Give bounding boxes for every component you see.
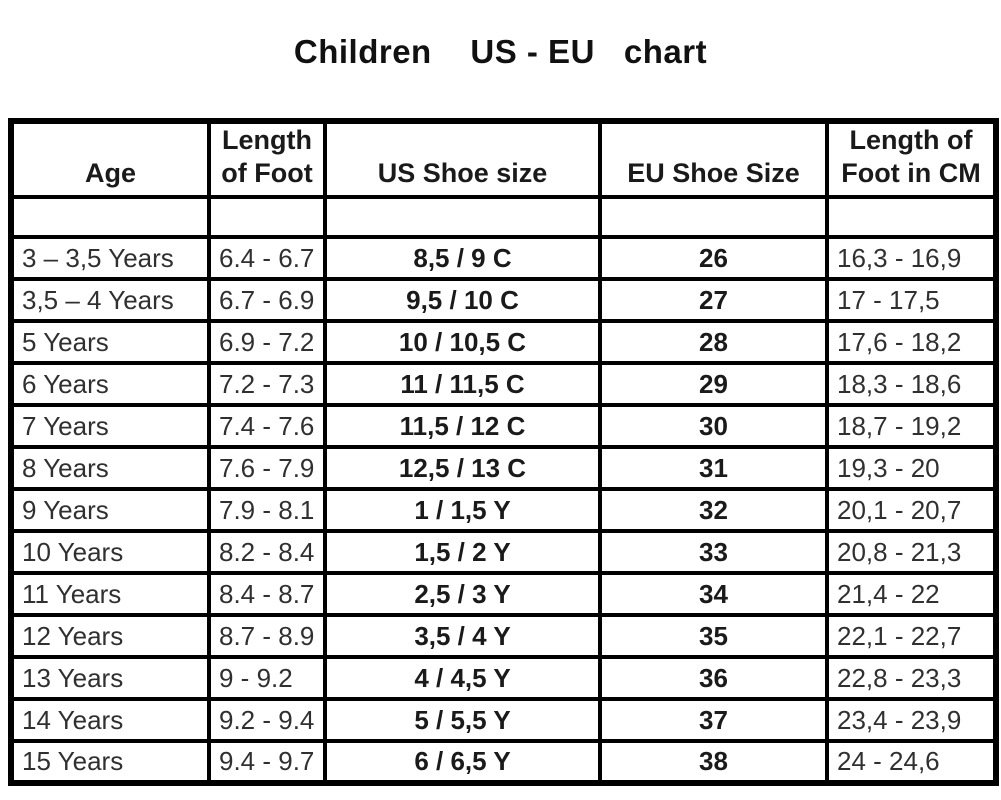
cell-foot-length: 9.4 - 9.7: [207, 739, 327, 785]
cell-eu-size: 37: [598, 697, 829, 743]
cell-us-size: 11,5 / 12 C: [323, 403, 602, 449]
cell-age: 5 Years: [9, 319, 211, 365]
header-us-size: US Shoe size: [323, 119, 602, 199]
cell-age: 13 Years: [9, 655, 211, 701]
cell-foot-length: 6.7 - 6.9: [207, 277, 327, 323]
cell-age: 14 Years: [9, 697, 211, 743]
table-row: 10 Years 8.2 - 8.4 1,5 / 2 Y 33 20,8 - 2…: [9, 529, 998, 575]
cell-eu-size: 34: [598, 571, 829, 617]
table-row: 3 – 3,5 Years 6.4 - 6.7 8,5 / 9 C 26 16,…: [9, 235, 998, 281]
cell-eu-size: 32: [598, 487, 829, 533]
table-row: 7 Years 7.4 - 7.6 11,5 / 12 C 30 18,7 - …: [9, 403, 998, 449]
cell-eu-size: 35: [598, 613, 829, 659]
cell-cm-length: 16,3 - 16,9: [825, 235, 998, 281]
cell-us-size: 9,5 / 10 C: [323, 277, 602, 323]
cell-cm-length: 20,8 - 21,3: [825, 529, 998, 575]
cell-eu-size: 26: [598, 235, 829, 281]
page-title: Children US - EU chart: [293, 33, 708, 70]
table-row: 5 Years 6.9 - 7.2 10 / 10,5 C 28 17,6 - …: [9, 319, 998, 365]
cell-eu-size: 28: [598, 319, 829, 365]
spacer-cell: [323, 195, 602, 239]
table-row: 11 Years 8.4 - 8.7 2,5 / 3 Y 34 21,4 - 2…: [9, 571, 998, 617]
cell-foot-length: 9 - 9.2: [207, 655, 327, 701]
cell-eu-size: 38: [598, 739, 829, 785]
cell-us-size: 1,5 / 2 Y: [323, 529, 602, 575]
cell-cm-length: 24 - 24,6: [825, 739, 998, 785]
cell-age: 12 Years: [9, 613, 211, 659]
cell-us-size: 6 / 6,5 Y: [323, 739, 602, 785]
cell-age: 15 Years: [9, 739, 211, 785]
cell-us-size: 12,5 / 13 C: [323, 445, 602, 491]
cell-cm-length: 18,7 - 19,2: [825, 403, 998, 449]
cell-us-size: 3,5 / 4 Y: [323, 613, 602, 659]
cell-foot-length: 7.2 - 7.3: [207, 361, 327, 407]
spacer-row: [9, 195, 998, 239]
cell-us-size: 10 / 10,5 C: [323, 319, 602, 365]
cell-cm-length: 23,4 - 23,9: [825, 697, 998, 743]
cell-us-size: 11 / 11,5 C: [323, 361, 602, 407]
cell-us-size: 1 / 1,5 Y: [323, 487, 602, 533]
cell-eu-size: 33: [598, 529, 829, 575]
table-row: 8 Years 7.6 - 7.9 12,5 / 13 C 31 19,3 - …: [9, 445, 998, 491]
cell-age: 3 – 3,5 Years: [9, 235, 211, 281]
cell-cm-length: 20,1 - 20,7: [825, 487, 998, 533]
cell-age: 11 Years: [9, 571, 211, 617]
spacer-cell: [825, 195, 998, 239]
cell-us-size: 2,5 / 3 Y: [323, 571, 602, 617]
table-row: 3,5 – 4 Years 6.7 - 6.9 9,5 / 10 C 27 17…: [9, 277, 998, 323]
spacer-cell: [598, 195, 829, 239]
cell-foot-length: 6.9 - 7.2: [207, 319, 327, 365]
cell-age: 8 Years: [9, 445, 211, 491]
header-cm-length: Length of Foot in CM: [825, 119, 998, 199]
cell-eu-size: 36: [598, 655, 829, 701]
table-row: 15 Years 9.4 - 9.7 6 / 6,5 Y 38 24 - 24,…: [9, 739, 998, 785]
header-foot-length: Length of Foot: [207, 119, 327, 199]
cell-cm-length: 21,4 - 22: [825, 571, 998, 617]
cell-cm-length: 22,8 - 23,3: [825, 655, 998, 701]
header-eu-size: EU Shoe Size: [598, 119, 829, 199]
title-bar: Children US - EU chart: [0, 0, 1001, 104]
cell-age: 3,5 – 4 Years: [9, 277, 211, 323]
cell-us-size: 8,5 / 9 C: [323, 235, 602, 281]
cell-foot-length: 8.2 - 8.4: [207, 529, 327, 575]
table-row: 6 Years 7.2 - 7.3 11 / 11,5 C 29 18,3 - …: [9, 361, 998, 407]
cell-age: 6 Years: [9, 361, 211, 407]
table-row: 9 Years 7.9 - 8.1 1 / 1,5 Y 32 20,1 - 20…: [9, 487, 998, 533]
header-age: Age: [9, 119, 211, 199]
cell-foot-length: 7.4 - 7.6: [207, 403, 327, 449]
header-row: Age Length of Foot US Shoe size EU Shoe …: [9, 119, 998, 199]
cell-age: 9 Years: [9, 487, 211, 533]
cell-foot-length: 8.7 - 8.9: [207, 613, 327, 659]
table-row: 13 Years 9 - 9.2 4 / 4,5 Y 36 22,8 - 23,…: [9, 655, 998, 701]
cell-cm-length: 19,3 - 20: [825, 445, 998, 491]
cell-us-size: 4 / 4,5 Y: [323, 655, 602, 701]
cell-foot-length: 7.9 - 8.1: [207, 487, 327, 533]
cell-age: 7 Years: [9, 403, 211, 449]
cell-eu-size: 31: [598, 445, 829, 491]
size-chart-table: Age Length of Foot US Shoe size EU Shoe …: [8, 118, 999, 786]
table-row: 12 Years 8.7 - 8.9 3,5 / 4 Y 35 22,1 - 2…: [9, 613, 998, 659]
cell-us-size: 5 / 5,5 Y: [323, 697, 602, 743]
cell-age: 10 Years: [9, 529, 211, 575]
cell-eu-size: 29: [598, 361, 829, 407]
cell-eu-size: 27: [598, 277, 829, 323]
cell-cm-length: 17 - 17,5: [825, 277, 998, 323]
cell-eu-size: 30: [598, 403, 829, 449]
cell-foot-length: 8.4 - 8.7: [207, 571, 327, 617]
cell-foot-length: 9.2 - 9.4: [207, 697, 327, 743]
cell-cm-length: 17,6 - 18,2: [825, 319, 998, 365]
spacer-cell: [207, 195, 327, 239]
cell-cm-length: 18,3 - 18,6: [825, 361, 998, 407]
cell-cm-length: 22,1 - 22,7: [825, 613, 998, 659]
table-row: 14 Years 9.2 - 9.4 5 / 5,5 Y 37 23,4 - 2…: [9, 697, 998, 743]
cell-foot-length: 7.6 - 7.9: [207, 445, 327, 491]
spacer-cell: [9, 195, 211, 239]
cell-foot-length: 6.4 - 6.7: [207, 235, 327, 281]
